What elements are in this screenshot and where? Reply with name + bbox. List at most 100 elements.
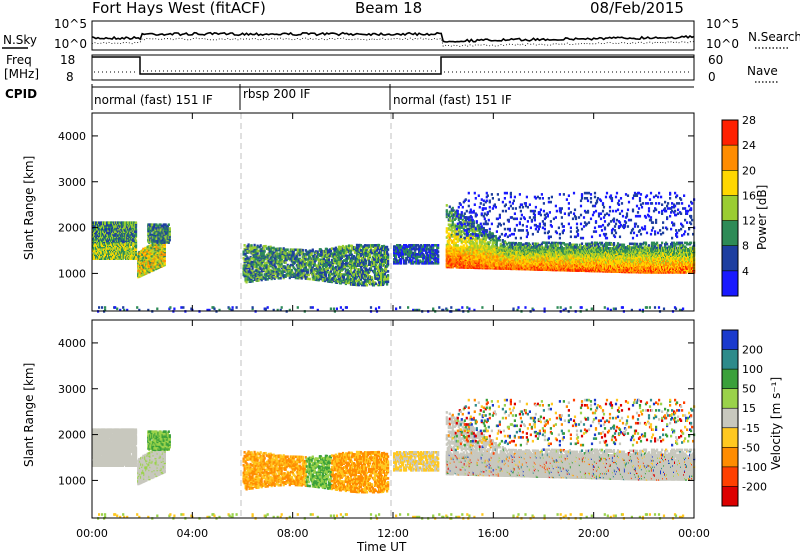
- echo-cell: [242, 256, 245, 260]
- echo-cell: [274, 265, 277, 269]
- echo-cell: [445, 204, 448, 207]
- echo-cell: [254, 257, 257, 261]
- echo-cell: [415, 262, 418, 265]
- echo-cell: [387, 253, 390, 256]
- echo-cell: [134, 221, 138, 224]
- echo-cell: [280, 257, 283, 261]
- echo-cell: [339, 246, 342, 249]
- echo-cell: [464, 241, 467, 245]
- echo-cell: [279, 276, 282, 280]
- echo-cell: [338, 271, 341, 275]
- date-label: 08/Feb/2015: [590, 0, 684, 17]
- echo-cell: [415, 247, 418, 251]
- echo-cell: [420, 244, 423, 247]
- echo-cell: [456, 240, 459, 243]
- echo-cell: [276, 274, 279, 278]
- echo-cell: [432, 246, 435, 250]
- echo-cell: [270, 246, 273, 250]
- echo-cell: [406, 258, 409, 261]
- echo-cell: [462, 227, 465, 231]
- echo-cell: [313, 262, 316, 266]
- echo-cell: [346, 268, 349, 272]
- echo-cell: [367, 263, 371, 266]
- echo-cell: [432, 262, 435, 265]
- echo-cell: [163, 257, 166, 260]
- echo-cell: [400, 258, 403, 261]
- echo-cell: [370, 276, 374, 279]
- echo-cell: [462, 240, 465, 244]
- echo-cell: [347, 281, 351, 285]
- echo-cell: [166, 233, 169, 237]
- echo-cell: [378, 269, 381, 273]
- echo-cell: [149, 233, 152, 237]
- echo-cell: [286, 263, 289, 267]
- echo-cell: [393, 258, 396, 261]
- echo-cell: [298, 253, 301, 257]
- echo-cell: [257, 279, 260, 282]
- echo-cell: [307, 273, 310, 277]
- echo-cell: [251, 267, 254, 270]
- echo-cell: [267, 265, 270, 268]
- echo-cell: [475, 239, 478, 243]
- echo-cell: [350, 253, 354, 257]
- echo-cell: [262, 251, 265, 255]
- echo-cell: [253, 265, 256, 269]
- echo-cell: [402, 255, 405, 259]
- echo-cell: [339, 279, 342, 282]
- echo-cell: [364, 259, 368, 263]
- echo-cell: [383, 255, 386, 258]
- echo-cell: [405, 262, 408, 265]
- nsearch-label: N.Search: [748, 30, 800, 44]
- echo-cell: [284, 261, 287, 264]
- echo-cell: [448, 210, 451, 214]
- echo-cell: [344, 254, 347, 257]
- echo-cell: [403, 244, 406, 247]
- echo-cell: [385, 269, 388, 272]
- echo-cell: [358, 282, 362, 285]
- echo-cell: [447, 227, 450, 230]
- echo-cell: [243, 265, 246, 269]
- echo-cell: [327, 276, 330, 279]
- echo-cell: [363, 264, 367, 268]
- echo-cell: [296, 257, 299, 261]
- echo-cell: [353, 269, 357, 272]
- echo-cell: [368, 260, 372, 264]
- echo-cell: [141, 253, 144, 256]
- echo-cell: [337, 254, 340, 258]
- echo-cell: [315, 255, 318, 258]
- echo-cell: [471, 244, 474, 248]
- echo-cell: [355, 243, 359, 247]
- echo-cell: [252, 263, 255, 266]
- echo-cell: [336, 272, 339, 276]
- echo-cell: [463, 232, 466, 236]
- echo-cell: [316, 256, 319, 260]
- echo-cell: [456, 236, 459, 240]
- echo-cell: [437, 250, 440, 253]
- echo-cell: [266, 256, 269, 259]
- echo-cell: [387, 270, 390, 273]
- echo-cell: [284, 248, 287, 251]
- echo-cell: [272, 246, 275, 250]
- echo-cell: [134, 257, 138, 260]
- echo-cell: [372, 264, 376, 268]
- echo-cell: [134, 239, 138, 242]
- echo-cell: [280, 262, 283, 266]
- echo-cell: [372, 282, 376, 286]
- echo-cell: [383, 260, 386, 263]
- freq-left-tick-top: 18: [60, 53, 75, 67]
- echo-cell: [306, 260, 309, 264]
- echo-cell: [243, 244, 246, 247]
- echo-cell: [277, 265, 280, 268]
- echo-cell: [151, 223, 154, 226]
- echo-cell: [366, 250, 370, 254]
- echo-cell: [147, 227, 150, 230]
- echo-cell: [426, 251, 429, 255]
- echo-cell: [301, 248, 304, 252]
- echo-cell: [422, 258, 425, 261]
- echo-cell: [242, 250, 245, 254]
- echo-cell: [460, 213, 463, 217]
- echo-cell: [445, 229, 448, 233]
- echo-cell: [363, 280, 367, 283]
- echo-cell: [349, 281, 353, 285]
- echo-cell: [386, 265, 389, 268]
